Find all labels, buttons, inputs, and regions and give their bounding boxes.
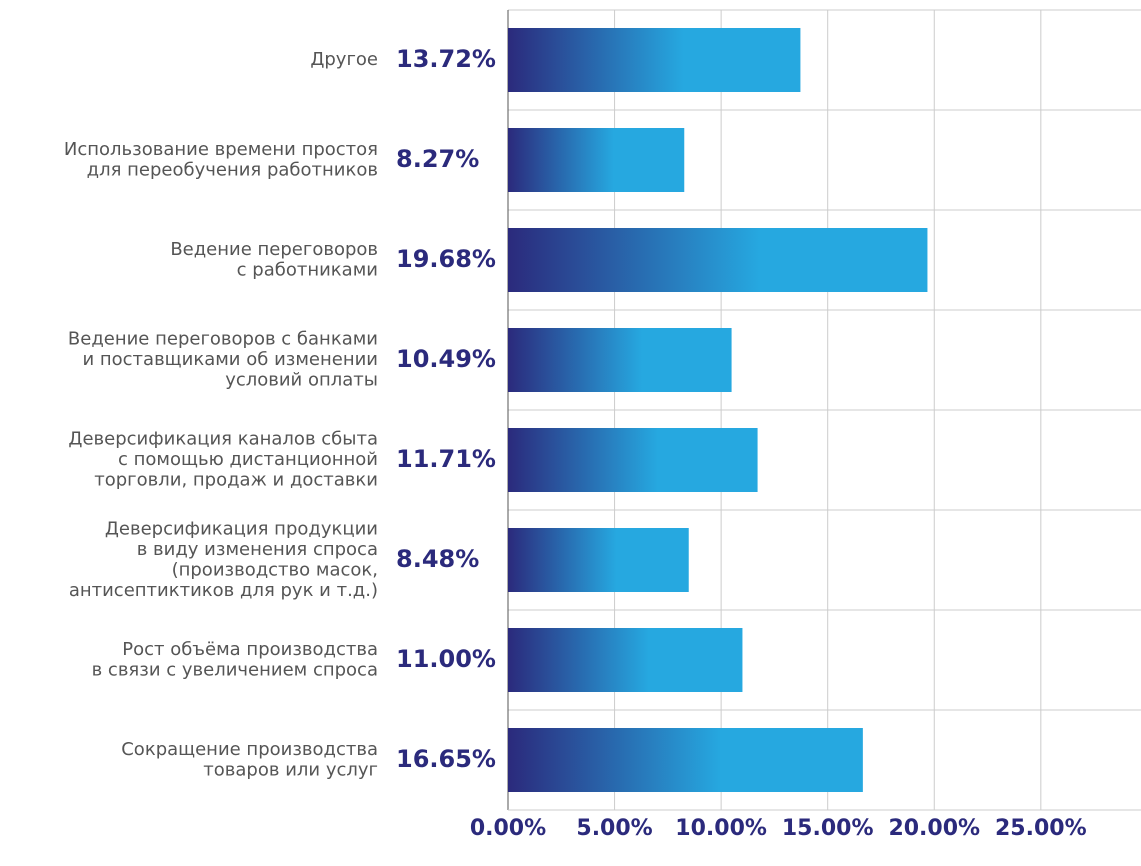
category-line: с помощью дистанционной — [118, 449, 378, 470]
x-tick-label: 20.00% — [888, 816, 980, 841]
category-line: Использование времени простоя — [64, 139, 378, 160]
category-line: для переобучения работников — [87, 159, 378, 180]
value-label: 8.48% — [396, 545, 479, 573]
x-tick-label: 5.00% — [576, 816, 652, 841]
category-label: Деверсификация продукции в виду изменения… — [69, 518, 378, 601]
bar — [508, 528, 689, 592]
x-tick-label: 0.00% — [470, 816, 546, 841]
x-tick-label: 10.00% — [675, 816, 767, 841]
category-label: Деверсификация каналов сбыта с помощью ди… — [68, 429, 378, 491]
category-label: Использование времени простоя для переобу… — [64, 139, 378, 181]
category-line: Ведение переговоров — [170, 239, 378, 260]
x-tick-label: 25.00% — [995, 816, 1087, 841]
value-label: 11.00% — [396, 645, 496, 673]
category-line: товаров или услуг — [203, 759, 378, 780]
category-line: Другое — [310, 49, 378, 70]
x-tick-label: 15.00% — [782, 816, 874, 841]
value-label: 13.72% — [396, 45, 496, 73]
category-line: Рост объёма производства — [122, 639, 378, 660]
value-label: 19.68% — [396, 245, 496, 273]
category-line: и поставщиками об изменении — [82, 349, 378, 370]
value-label: 8.27% — [396, 145, 479, 173]
value-label: 10.49% — [396, 345, 496, 373]
category-line: с работниками — [237, 259, 378, 280]
bar — [508, 628, 743, 692]
category-line: в виду изменения спроса — [137, 539, 378, 560]
category-line: антисептиктиков для рук и т.д.) — [69, 580, 378, 601]
value-label: 11.71% — [396, 445, 496, 473]
category-label: Сокращение производства товаров или услуг — [121, 739, 378, 781]
category-label: Ведение переговоров с банками и поставщик… — [68, 329, 378, 391]
bar — [508, 728, 863, 792]
bar — [508, 228, 928, 292]
category-line: условий оплаты — [225, 370, 378, 391]
category-line: Деверсификация каналов сбыта — [68, 429, 378, 450]
category-line: Сокращение производства — [121, 739, 378, 760]
category-line: торговли, продаж и доставки — [94, 470, 378, 491]
value-label: 16.65% — [396, 745, 496, 773]
bar — [508, 128, 685, 192]
category-line: в связи с увеличением спроса — [92, 659, 378, 680]
category-line: (производство масок, — [172, 559, 378, 580]
category-line: Ведение переговоров с банками — [68, 329, 378, 350]
bar — [508, 28, 801, 92]
category-label: Ведение переговоров с работниками — [170, 239, 378, 281]
bar — [508, 328, 732, 392]
bar — [508, 428, 758, 492]
category-label: Другое — [310, 49, 378, 70]
category-label: Рост объёма производства в связи с увелич… — [92, 639, 378, 681]
category-line: Деверсификация продукции — [105, 518, 378, 539]
